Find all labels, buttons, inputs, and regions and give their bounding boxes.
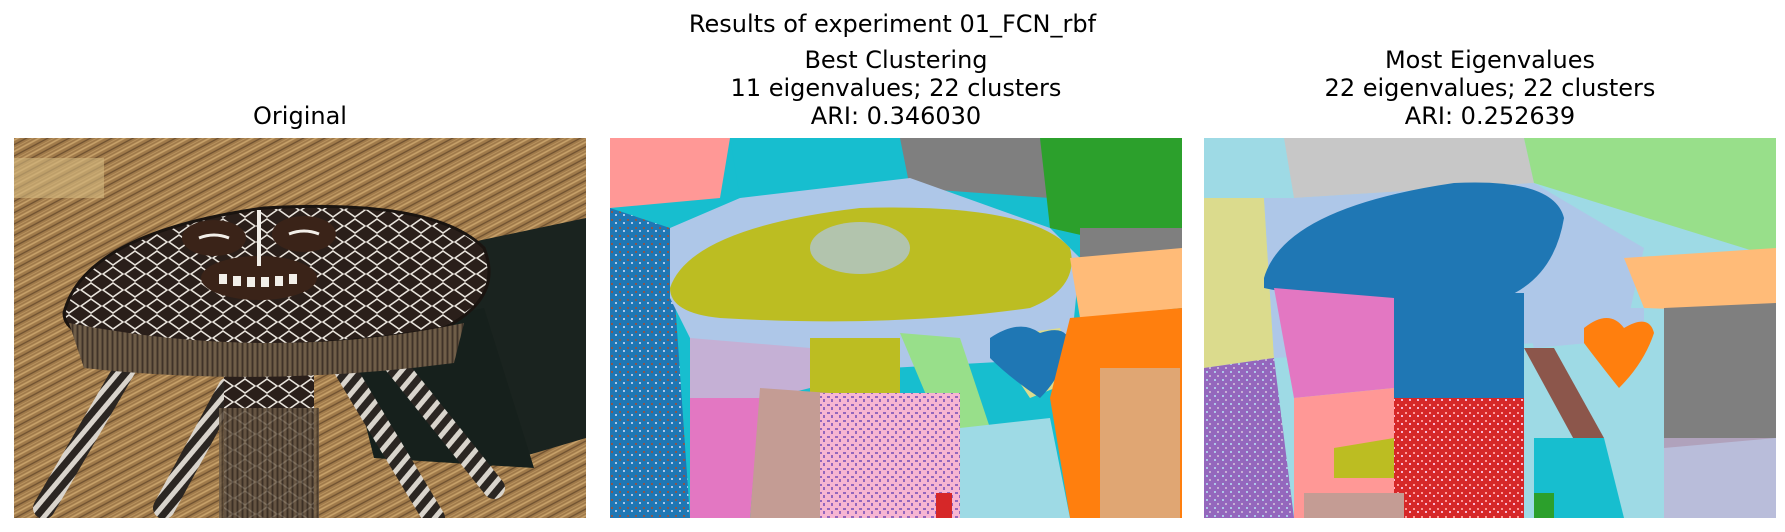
panel-most-title: Most Eigenvalues xyxy=(1384,46,1596,74)
panel-original-title: Original xyxy=(253,102,347,130)
most-eigenvalues-image xyxy=(1204,138,1776,518)
original-image xyxy=(14,138,586,518)
panel-best-eigenvalues: 11 eigenvalues; 22 clusters xyxy=(730,74,1062,102)
best-clustering-image xyxy=(610,138,1182,518)
panel-most-eigenvalues-count: 22 eigenvalues; 22 clusters xyxy=(1324,74,1656,102)
panel-best-title: Best Clustering xyxy=(804,46,988,74)
panel-most-ari: ARI: 0.252639 xyxy=(1404,102,1576,130)
figure-title: Results of experiment 01_FCN_rbf xyxy=(688,10,1097,38)
panel-best-ari: ARI: 0.346030 xyxy=(810,102,982,130)
